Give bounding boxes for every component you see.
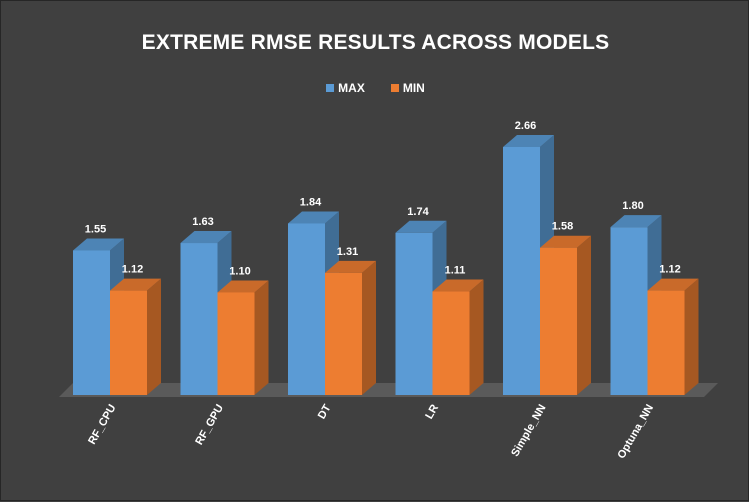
bar-side-min-simple_nn [577,235,591,395]
bar-side-min-dt [362,260,376,395]
bar-top-max-simple_nn [503,135,554,147]
bar-min-simple_nn [540,247,577,395]
legend-item-max: MAX [326,81,365,95]
data-label-max-rf_cpu: 1.55 [85,223,106,235]
bar-min-rf_cpu [110,290,147,395]
bar-top-max-rf_cpu [73,238,124,251]
bar-top-min-simple_nn [540,235,591,248]
bar-max-optuna_nn [610,227,648,395]
data-label-min-simple_nn: 1.58 [552,221,573,233]
bar-side-min-rf_cpu [147,278,161,395]
legend-swatch-min [390,84,399,92]
x-tick-label-optuna_nn: Optuna_NN [615,402,656,460]
data-label-min-dt: 1.31 [337,246,358,258]
bar-max-simple_nn [503,147,540,395]
data-label-min-optuna_nn: 1.12 [659,264,680,276]
bar-min-rf_gpu [217,292,255,395]
bar-max-dt [288,223,325,395]
legend-label-min: MIN [402,81,425,95]
bar-max-rf_gpu [180,243,218,395]
x-tick-label-dt: DT [316,402,334,421]
data-label-max-lr: 1.74 [407,206,429,218]
bar-side-min-rf_gpu [254,280,269,395]
bar-top-max-optuna_nn [610,215,662,228]
data-label-min-rf_cpu: 1.12 [122,264,143,276]
x-tick-label-rf_gpu: RF_GPU [193,402,226,447]
bar-top-min-dt [325,260,376,273]
data-label-max-dt: 1.84 [300,196,322,208]
chart-title: EXTREME RMSE RESULTS ACROSS MODELS [141,31,610,54]
x-tick-label-lr: LR [423,402,441,421]
bar-min-optuna_nn [647,290,685,395]
legend-swatch-max [326,84,335,92]
data-label-min-rf_gpu: 1.10 [229,265,250,277]
bar-top-min-optuna_nn [647,278,699,291]
data-label-max-rf_gpu: 1.63 [192,216,213,228]
bar-side-min-lr [469,279,484,395]
legend: MAX MIN [1,81,749,95]
bar-min-dt [325,272,362,395]
bar-max-lr [395,232,433,395]
bar-top-min-rf_cpu [110,278,161,291]
bar-top-min-rf_gpu [217,280,269,293]
bar-side-min-optuna_nn [684,278,699,395]
data-label-min-lr: 1.11 [445,265,466,277]
data-label-max-optuna_nn: 1.80 [622,200,643,212]
bar-top-max-rf_gpu [180,231,232,244]
data-label-max-simple_nn: 2.66 [515,120,536,132]
x-tick-label-simple_nn: Simple_NN [509,402,548,458]
bar-min-lr [432,291,470,395]
bar-top-max-dt [288,211,339,224]
bar-top-max-lr [395,220,447,233]
legend-item-min: MIN [390,81,425,95]
legend-label-max: MAX [338,81,365,95]
x-tick-label-rf_cpu: RF_CPU [86,402,118,446]
bar-top-min-lr [432,279,484,292]
bar-max-rf_cpu [73,250,110,395]
